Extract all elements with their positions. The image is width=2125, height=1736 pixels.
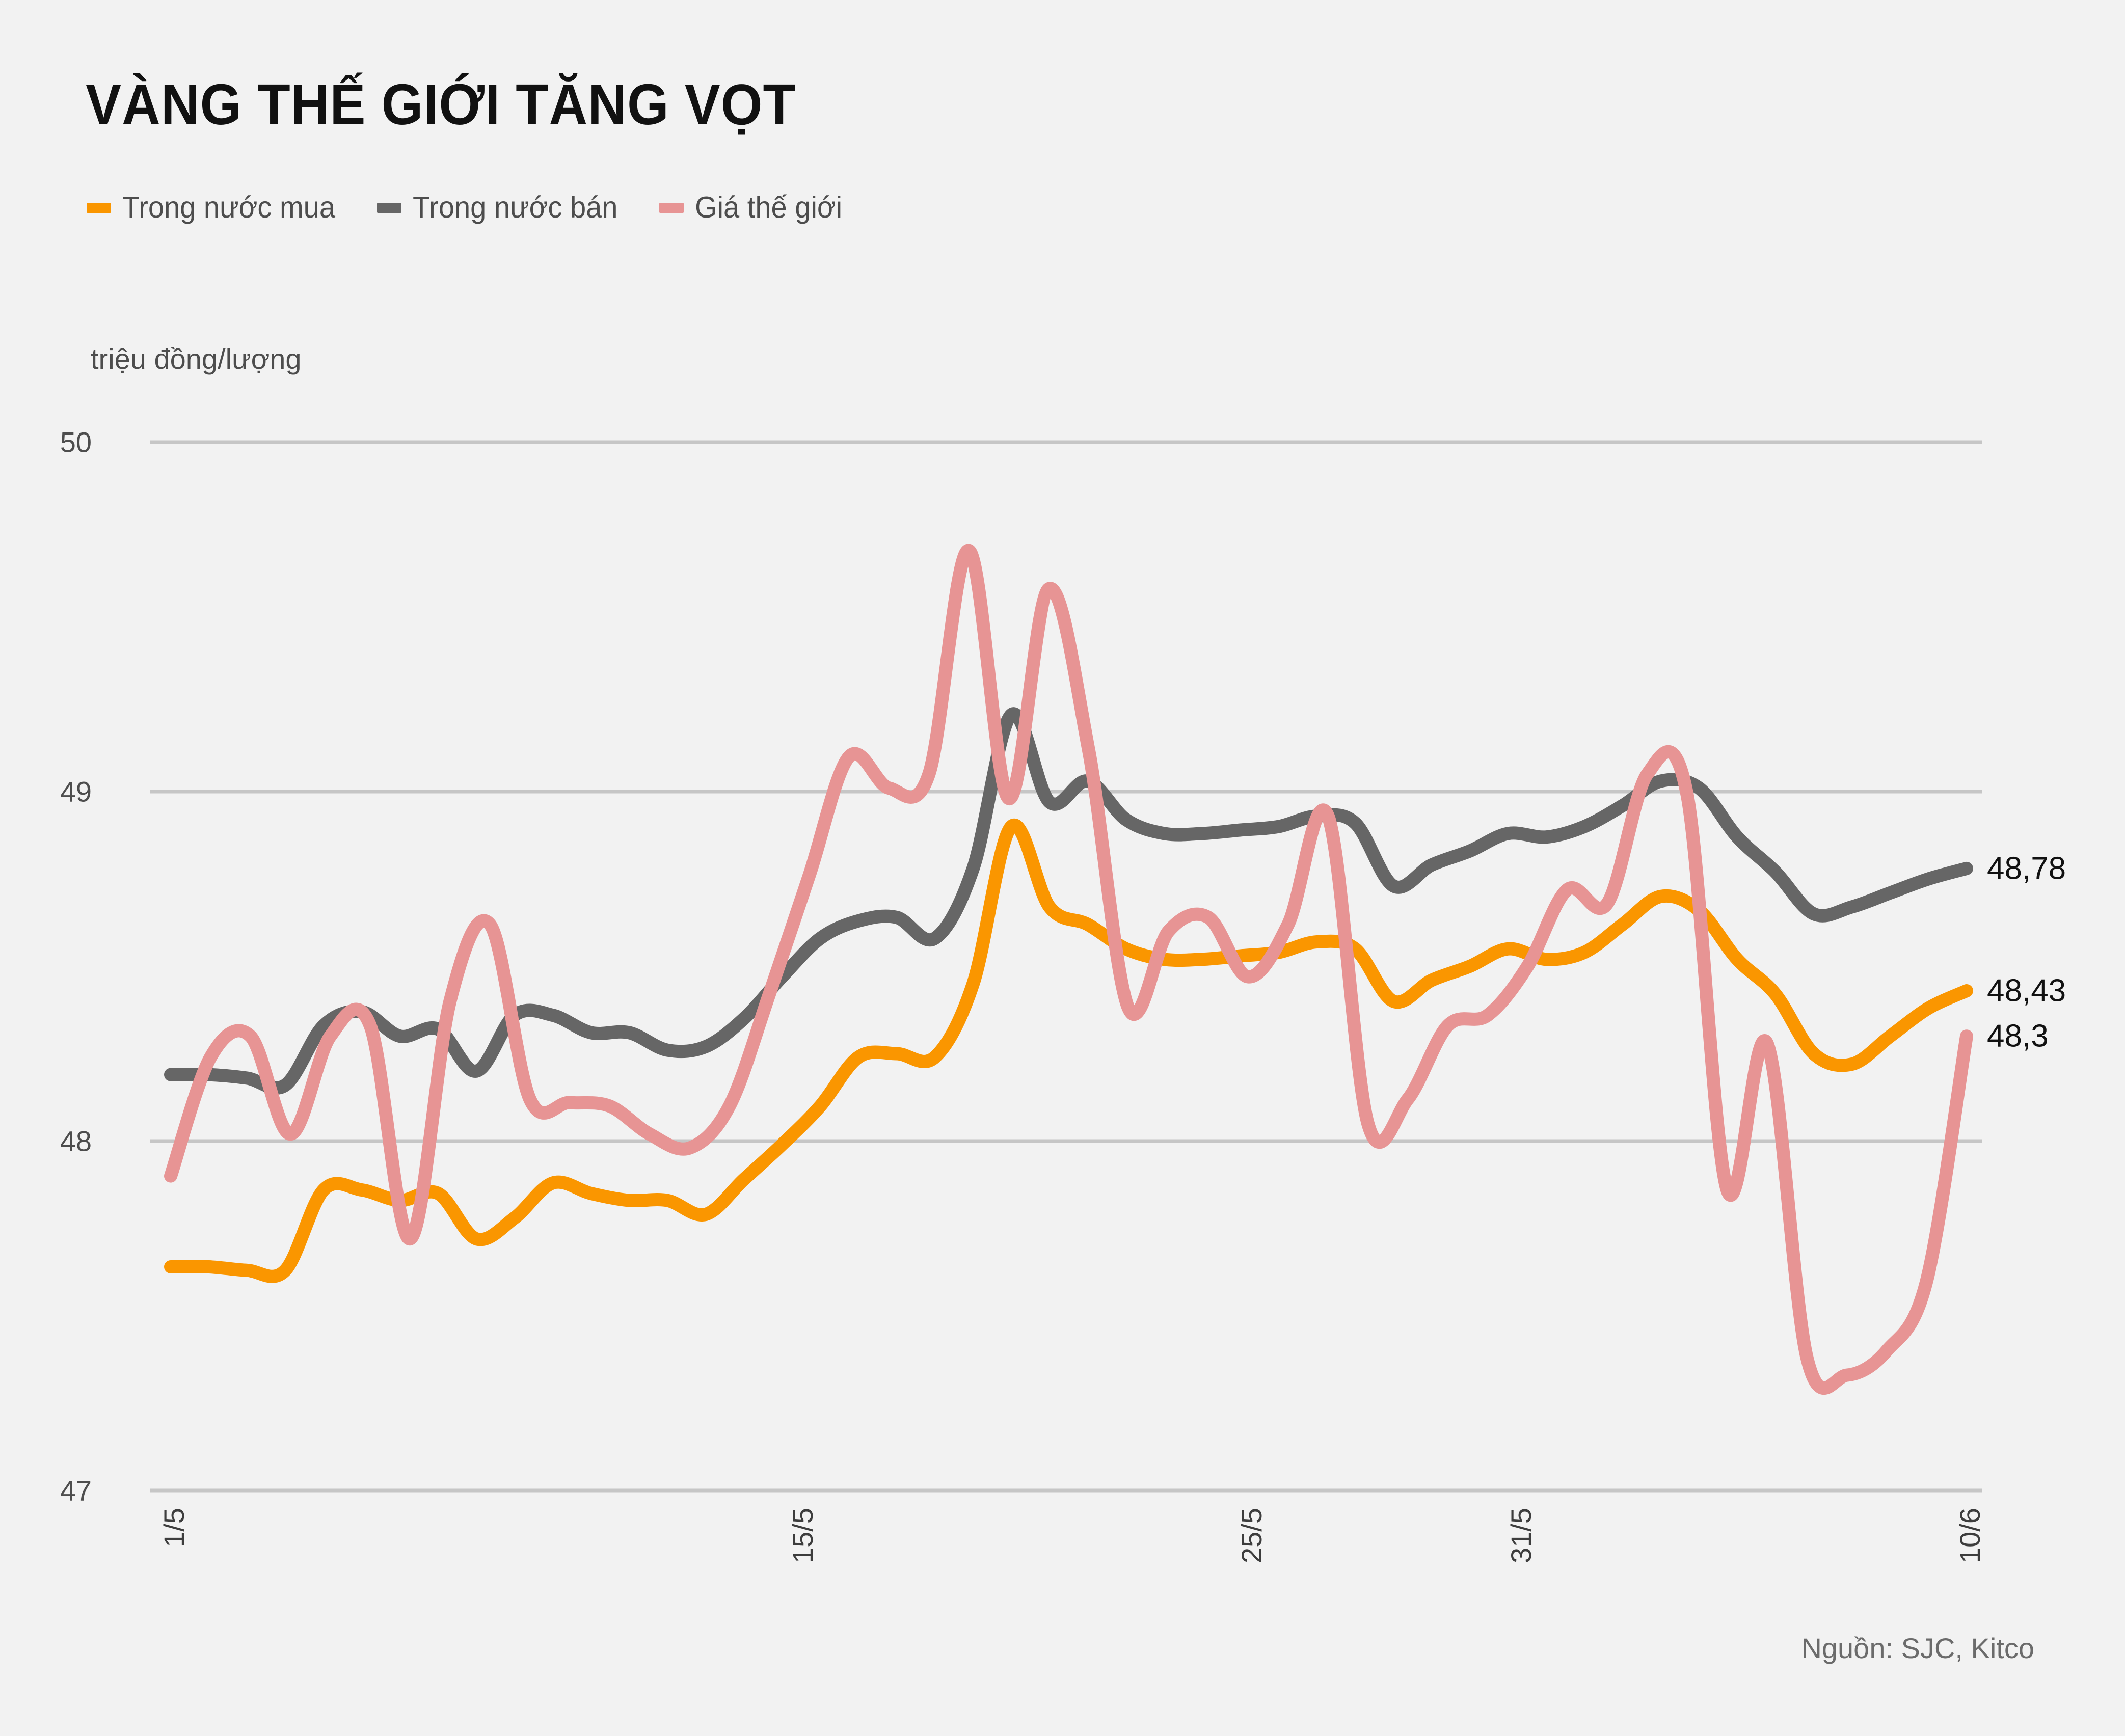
x-axis-tick-label: 25/5	[1235, 1508, 1268, 1563]
legend-label: Trong nước bán	[413, 191, 618, 224]
series-line-trong-nước-mua	[164, 818, 1973, 1283]
end-value-label: 48,78	[1987, 851, 2066, 886]
x-axis-tick-label: 1/5	[158, 1508, 190, 1548]
source-note: Nguồn: SJC, Kitco	[1801, 1632, 2034, 1664]
legend-swatch-orange-icon	[87, 202, 111, 213]
end-value-label: 48,43	[1987, 973, 2066, 1009]
y-axis-tick-label: 48	[60, 1125, 92, 1157]
y-axis-unit-label: triệu đồng/lượng	[91, 343, 302, 375]
x-axis-tick-label: 10/6	[1954, 1508, 1986, 1563]
legend-label: Trong nước mua	[122, 191, 335, 224]
y-axis-tick-label: 49	[60, 775, 92, 808]
x-axis-tick-label: 31/5	[1504, 1508, 1537, 1563]
y-axis-tick-label: 50	[60, 426, 92, 458]
legend-item-trong-nuoc-ban[interactable]: Trong nước bán	[377, 193, 629, 223]
gridlines	[150, 440, 1982, 1493]
legend-label: Giá thế giới	[694, 191, 842, 224]
legend-item-gia-the-gioi[interactable]: Giá thế giới	[659, 193, 850, 223]
legend-swatch-gray-icon	[377, 202, 401, 213]
series-line-trong-nước-bán	[164, 707, 1973, 1095]
x-axis-tick-label: 15/5	[786, 1508, 819, 1563]
end-value-label: 48,3	[1987, 1018, 2049, 1054]
y-axis-tick-label: 47	[60, 1474, 92, 1507]
page-title: VÀNG THẾ GIỚI TĂNG VỌT	[86, 72, 796, 137]
series-lines	[164, 544, 1973, 1395]
chart-legend: Trong nước mua Trong nước bán Giá thế gi…	[87, 193, 850, 223]
series-line-giá-thế-giới	[164, 544, 1973, 1395]
legend-item-trong-nuoc-mua[interactable]: Trong nước mua	[87, 193, 346, 223]
legend-swatch-pink-icon	[659, 202, 684, 213]
